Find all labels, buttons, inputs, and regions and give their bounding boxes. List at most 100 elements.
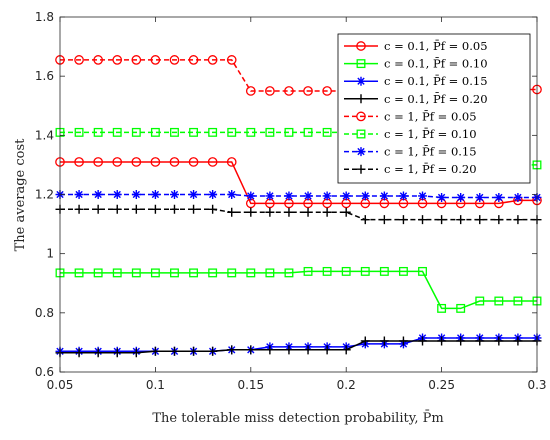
- data-point: [131, 127, 141, 137]
- data-point: [150, 190, 160, 199]
- data-point: [112, 268, 122, 278]
- data-point: [74, 157, 84, 167]
- data-point: [189, 346, 199, 356]
- data-point: [322, 207, 332, 217]
- data-point: [456, 303, 466, 313]
- legend-entry: c = 1, P̄f = 0.20: [344, 162, 477, 176]
- data-point: [341, 266, 351, 276]
- data-point: [398, 191, 408, 201]
- data-point: [475, 336, 485, 346]
- data-point: [112, 55, 123, 65]
- data-point: [513, 215, 523, 225]
- data-point: [208, 346, 218, 356]
- data-point: [189, 127, 199, 137]
- legend-entry: c = 1, P̄f = 0.10: [344, 127, 477, 141]
- data-point: [227, 190, 237, 199]
- y-tick-label: 1: [46, 247, 54, 261]
- data-point: [341, 207, 351, 217]
- data-point: [284, 207, 294, 217]
- data-point: [265, 207, 275, 217]
- data-point: [265, 86, 275, 96]
- data-point: [169, 204, 179, 214]
- x-tick-label: 0.1: [146, 378, 165, 392]
- data-point: [131, 157, 142, 167]
- data-point: [284, 86, 294, 96]
- legend-marker: [356, 41, 366, 51]
- data-point: [131, 204, 141, 214]
- legend-entry: c = 0.1, P̄f = 0.20: [344, 92, 488, 106]
- x-tick-label: 0.25: [428, 378, 455, 392]
- data-point: [93, 55, 104, 65]
- data-point: [494, 296, 504, 306]
- data-point: [284, 127, 294, 137]
- x-tick-label: 0.05: [47, 378, 74, 392]
- legend-marker: [356, 164, 366, 174]
- legend-marker: [356, 129, 366, 139]
- data-point: [93, 348, 103, 358]
- data-point: [169, 346, 179, 356]
- data-point: [246, 207, 256, 217]
- data-point: [360, 336, 370, 346]
- ticks-layer: 0.05 0.1 0.15 0.2 0.25 0.3 0.6 0.8 1 1.2 1.4 1.6 1.8: [35, 10, 547, 392]
- y-tick-label: 1.8: [35, 10, 54, 24]
- data-point: [93, 157, 104, 167]
- data-point: [74, 190, 84, 199]
- data-point: [112, 127, 122, 137]
- legend-marker: [356, 59, 366, 69]
- data-point: [74, 55, 84, 65]
- data-point: [513, 336, 523, 346]
- data-point: [170, 127, 179, 137]
- data-point: [246, 268, 256, 278]
- data-point: [207, 55, 218, 65]
- x-tick-label: 0.15: [237, 378, 264, 392]
- y-tick-label: 1.4: [35, 128, 54, 142]
- x-tick-label: 0.2: [337, 378, 356, 392]
- y-tick-label: 0.8: [35, 306, 54, 320]
- data-point: [227, 268, 237, 278]
- data-point: [303, 127, 313, 137]
- data-point: [226, 55, 237, 65]
- data-point: [93, 190, 103, 199]
- data-point: [150, 127, 160, 137]
- y-tick-label: 1.6: [35, 69, 54, 83]
- data-point: [322, 191, 332, 201]
- data-point: [112, 204, 122, 214]
- legend-entry: c = 0.1, P̄f = 0.05: [344, 39, 488, 53]
- legend: c = 0.1, P̄f = 0.05 c = 0.1, P̄f = 0.10 c …: [337, 33, 531, 184]
- data-point: [475, 296, 485, 306]
- data-point: [207, 157, 218, 167]
- series-8: [55, 204, 542, 225]
- data-point: [112, 348, 122, 358]
- data-point: [513, 192, 523, 202]
- legend-marker: [356, 111, 366, 122]
- data-point: [74, 348, 84, 358]
- data-point: [303, 345, 313, 355]
- data-point: [131, 348, 141, 358]
- data-point: [245, 86, 256, 96]
- data-point: [322, 266, 332, 276]
- legend-entry: c = 1, P̄f = 0.15: [344, 145, 477, 159]
- data-point: [437, 303, 447, 313]
- data-point: [303, 191, 313, 201]
- data-point: [208, 268, 218, 278]
- data-point: [227, 127, 237, 137]
- data-point: [418, 336, 428, 346]
- data-point: [189, 190, 199, 199]
- data-point: [398, 215, 408, 225]
- data-point: [265, 127, 275, 137]
- data-point: [284, 268, 294, 278]
- data-point: [112, 190, 122, 199]
- data-point: [437, 215, 447, 225]
- data-point: [494, 215, 504, 225]
- legend-marker: [356, 147, 366, 157]
- data-point: [418, 266, 427, 276]
- legend-label: c = 0.1, P̄f = 0.15: [384, 74, 488, 88]
- data-point: [150, 157, 161, 167]
- data-point: [246, 345, 256, 355]
- data-point: [513, 296, 523, 306]
- x-axis-title: The tolerable miss detection probability…: [152, 410, 443, 426]
- data-point: [379, 191, 389, 201]
- data-point: [456, 215, 466, 225]
- data-point: [379, 266, 389, 276]
- legend-label: c = 1, P̄f = 0.15: [384, 145, 477, 159]
